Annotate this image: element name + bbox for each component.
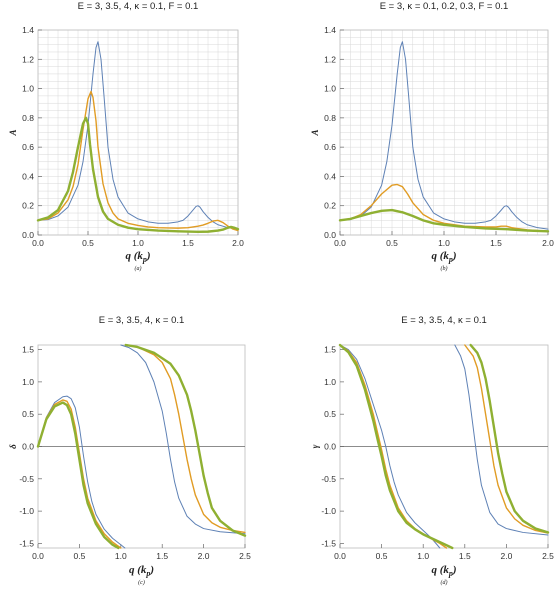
y-axis-label: δ xyxy=(8,444,18,449)
y-tick-label: -0.5 xyxy=(19,474,34,484)
y-tick-label: 1.5 xyxy=(22,345,34,355)
x-tick-label: 1.5 xyxy=(156,551,168,561)
y-tick-label: 1.5 xyxy=(324,345,336,355)
x-tick-label: 0.0 xyxy=(32,551,44,561)
x-tick-label: 1.5 xyxy=(459,551,471,561)
series-line-blue xyxy=(339,344,549,549)
x-axis-label-close: ) xyxy=(452,250,457,262)
x-axis-label: q (kp) xyxy=(431,250,456,264)
series-line-green xyxy=(338,208,550,233)
y-tick-label: 0.6 xyxy=(324,142,336,152)
y-tick-label: 1.0 xyxy=(324,377,336,387)
y-tick-label: 0.0 xyxy=(22,230,34,240)
x-axis-label-sub: p xyxy=(142,255,147,264)
x-tick-label: 1.0 xyxy=(438,238,450,248)
y-tick-label: -1.0 xyxy=(19,506,34,516)
series-line-orange xyxy=(37,90,239,232)
y-tick-label: -0.5 xyxy=(321,474,336,484)
panel-caption: (d) xyxy=(441,579,448,586)
x-tick-label: 1.5 xyxy=(490,238,502,248)
x-tick-label: 2.5 xyxy=(239,551,251,561)
x-axis-label: q (kp) xyxy=(431,564,456,578)
series-line-green xyxy=(36,116,240,233)
series-line-green xyxy=(338,343,550,550)
x-axis-label-main: q (k xyxy=(125,250,143,262)
y-tick-label: 0.4 xyxy=(22,171,34,181)
y-tick-label: 0.8 xyxy=(22,113,34,123)
y-tick-label: 1.0 xyxy=(22,84,34,94)
x-tick-label: 0.5 xyxy=(376,551,388,561)
x-tick-label: 1.0 xyxy=(132,238,144,248)
x-tick-label: 2.0 xyxy=(500,551,512,561)
x-tick-label: 0.0 xyxy=(334,238,346,248)
series-line-green xyxy=(36,343,247,550)
y-axis-label: A xyxy=(310,129,320,136)
x-axis-label-close: ) xyxy=(452,564,457,576)
x-axis-label-main: q (k xyxy=(431,564,449,576)
x-axis-label: q (kp) xyxy=(125,250,150,264)
y-axis-label: A xyxy=(8,129,18,136)
chart-panel-1: 0.0 0.5 1.0 1.5 2.0 0.0 0.2 0.4 0.6 0.8 1.0 1.2 1.4 E… xyxy=(8,1,244,272)
y-tick-label: 0.4 xyxy=(324,171,336,181)
y-tick-label: 0.0 xyxy=(324,442,336,452)
x-tick-label: 0.5 xyxy=(386,238,398,248)
panel-caption: (b) xyxy=(441,265,448,272)
y-tick-label: 0.2 xyxy=(324,201,336,211)
y-tick-label: 0.2 xyxy=(22,201,34,211)
series-line-blue xyxy=(37,344,246,549)
x-tick-label: 1.0 xyxy=(115,551,127,561)
y-tick-label: -1.5 xyxy=(321,538,336,548)
y-tick-label: 0.0 xyxy=(22,442,34,452)
x-tick-label: 2.5 xyxy=(542,551,554,561)
panel-caption: (a) xyxy=(135,265,142,272)
y-tick-label: 1.4 xyxy=(22,25,34,35)
x-axis-label-main: q (k xyxy=(129,564,147,576)
y-tick-label: 1.2 xyxy=(22,54,34,64)
y-tick-label: 0.5 xyxy=(22,409,34,419)
y-tick-label: 0.6 xyxy=(22,142,34,152)
x-axis-label-sub: p xyxy=(448,569,453,578)
x-tick-label: 1.5 xyxy=(182,238,194,248)
x-axis-label-sub: p xyxy=(145,569,150,578)
y-tick-label: 1.4 xyxy=(324,25,336,35)
x-tick-label: 2.0 xyxy=(198,551,210,561)
x-axis-label-main: q (k xyxy=(431,250,449,262)
series-line-blue xyxy=(37,41,239,230)
chart-title: E = 3, 3.5, 4, κ = 0.1 xyxy=(401,315,487,326)
x-tick-label: 1.0 xyxy=(417,551,429,561)
chart-panel-2: 0.0 0.5 1.0 1.5 2.0 0.0 0.2 0.4 0.6 0.8 1.0 1.2 1.4 E… xyxy=(310,1,554,272)
x-tick-label: 2.0 xyxy=(542,238,554,248)
y-tick-label: 1.0 xyxy=(324,84,336,94)
chart-title: E = 3, κ = 0.1, 0.2, 0.3, F = 0.1 xyxy=(380,1,509,12)
chart-panel-3: 0.0 0.5 1.0 1.5 2.0 2.5 -1.5 -1.0 -0.5 0.0 0.5 1.0 1… xyxy=(8,315,251,586)
y-tick-label: 0.8 xyxy=(324,113,336,123)
chart-title: E = 3, 3.5, 4, κ = 0.1 xyxy=(99,315,185,326)
y-tick-label: 1.2 xyxy=(324,54,336,64)
x-axis-label-close: ) xyxy=(146,250,151,262)
x-axis-label-sub: p xyxy=(448,255,453,264)
y-axis-label: γ xyxy=(310,444,320,448)
x-tick-label: 0.5 xyxy=(82,238,94,248)
x-tick-label: 2.0 xyxy=(232,238,244,248)
x-axis-label: q (kp) xyxy=(129,564,154,578)
y-tick-label: 0.0 xyxy=(324,230,336,240)
y-tick-label: -1.5 xyxy=(19,538,34,548)
chart-title: E = 3, 3.5, 4, κ = 0.1, F = 0.1 xyxy=(78,1,199,12)
x-axis-label-close: ) xyxy=(149,564,154,576)
y-tick-label: 0.5 xyxy=(324,409,336,419)
panel-caption: (c) xyxy=(138,579,145,586)
y-tick-label: 1.0 xyxy=(22,377,34,387)
y-tick-label: -1.0 xyxy=(321,506,336,516)
x-tick-label: 0.5 xyxy=(73,551,85,561)
chart-panel-4: 0.0 0.5 1.0 1.5 2.0 2.5 -1.5 -1.0 -0.5 0.0 0.5 1.0 1… xyxy=(310,315,554,586)
series-line-blue xyxy=(339,41,549,230)
x-tick-label: 0.0 xyxy=(334,551,346,561)
x-tick-label: 0.0 xyxy=(32,238,44,248)
series-line-orange xyxy=(339,183,549,233)
